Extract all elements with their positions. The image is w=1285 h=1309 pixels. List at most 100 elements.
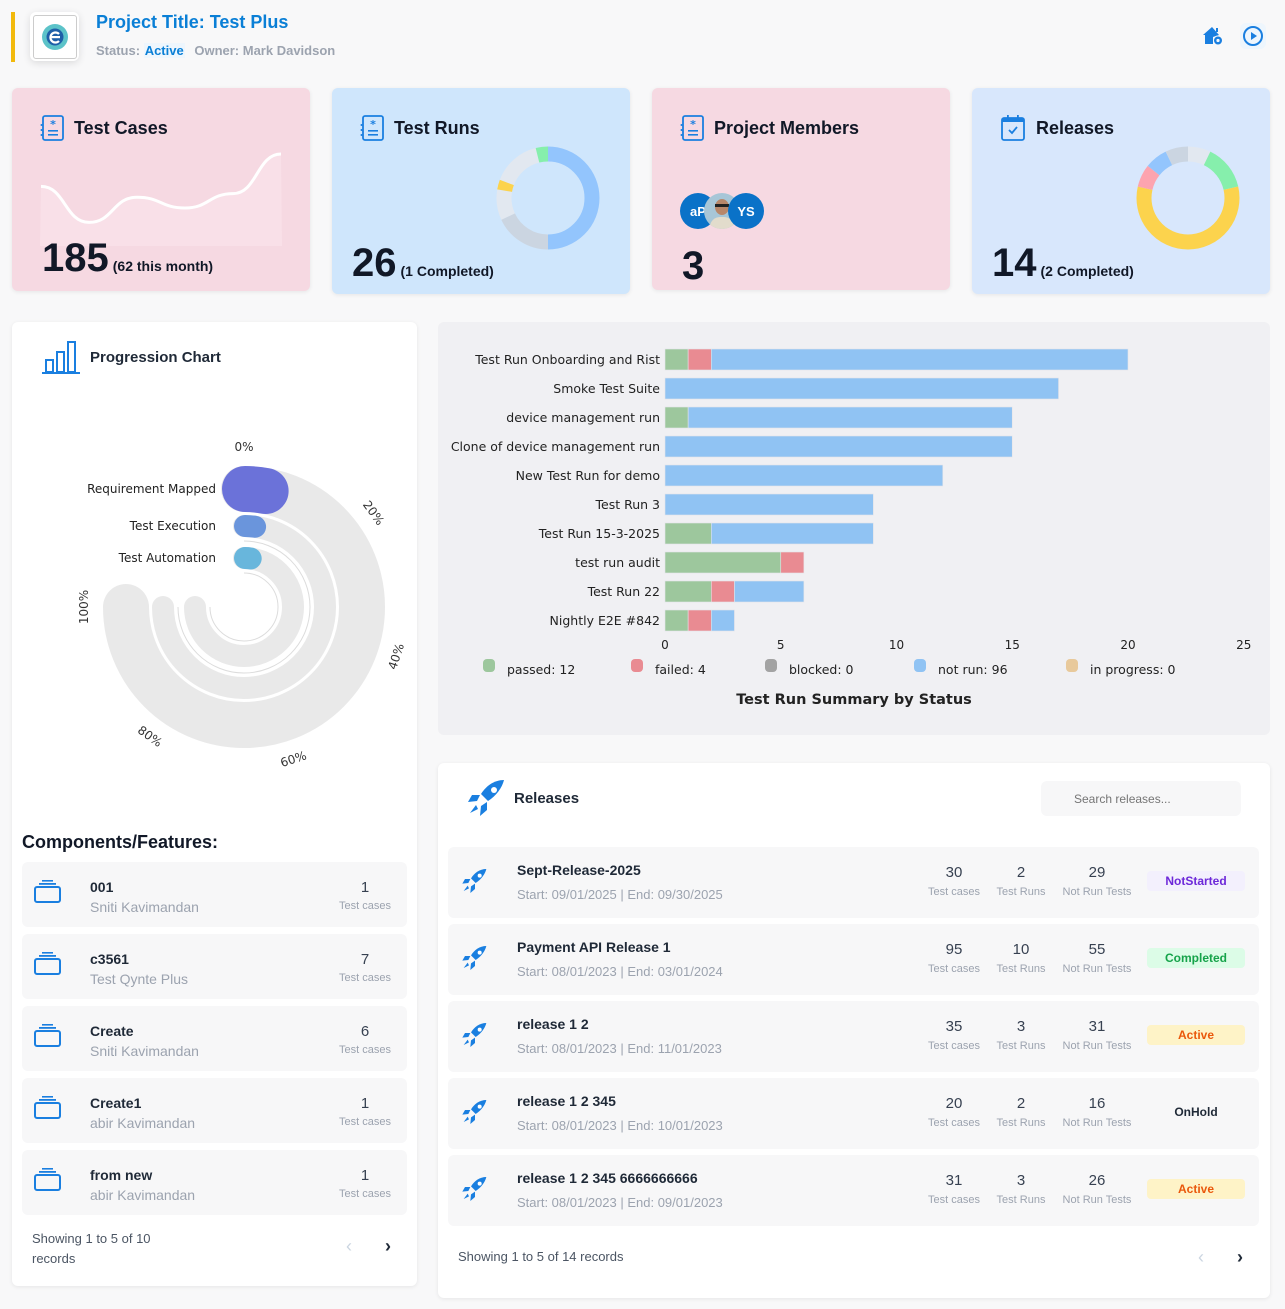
legend-swatch[interactable]	[1066, 659, 1078, 672]
bar-segment-not-run[interactable]	[710, 522, 874, 545]
release-stat-label: Test cases	[928, 1040, 980, 1052]
rocket-icon	[462, 1100, 487, 1124]
component-item[interactable]: c3561 Test Qynte Plus 7 Test cases	[22, 934, 407, 999]
bar-segment-failed[interactable]	[780, 551, 805, 574]
home-settings-button[interactable]	[1200, 23, 1226, 49]
card-title: Test Cases	[74, 117, 168, 138]
search-releases-input[interactable]	[1041, 781, 1241, 816]
release-item[interactable]: release 1 2 345 Start: 08/01/2023 | End:…	[448, 1078, 1259, 1149]
release-stat-label: Test Runs	[996, 1040, 1046, 1052]
bar-category-label: test run audit	[575, 555, 660, 570]
bar-segment-passed[interactable]	[664, 609, 689, 632]
release-test-runs: 2	[1016, 864, 1026, 881]
releases-donut	[1136, 146, 1240, 250]
bar-segment-passed[interactable]	[664, 348, 689, 371]
test-cases-card[interactable]: * Test Cases 185 (62 this month)	[12, 88, 310, 291]
play-button[interactable]	[1240, 23, 1266, 49]
bar-segment-passed[interactable]	[664, 522, 712, 545]
test-cases-sub: (62 this month)	[112, 258, 214, 274]
bar-segment-passed[interactable]	[664, 551, 782, 574]
release-item[interactable]: release 1 2 Start: 08/01/2023 | End: 11/…	[448, 1001, 1259, 1072]
header-accent-bar	[11, 12, 15, 62]
legend-label[interactable]: failed: 4	[655, 662, 706, 677]
legend-label[interactable]: passed: 12	[507, 662, 575, 677]
x-tick-label: 20	[1120, 638, 1135, 652]
chart-title: Test Run Summary by Status	[736, 692, 972, 708]
test-runs-card[interactable]: * Test Runs 26 (1 Completed)	[332, 88, 630, 294]
test-cases-count: 185	[42, 236, 109, 280]
release-item[interactable]: release 1 2 345 6666666666 Start: 08/01/…	[448, 1155, 1259, 1226]
bar-segment-not-run[interactable]	[664, 493, 874, 516]
legend-label[interactable]: not run: 96	[938, 662, 1008, 677]
component-count-label: Test cases	[339, 900, 391, 912]
component-count-label: Test cases	[339, 1116, 391, 1128]
x-tick-label: 25	[1236, 638, 1251, 652]
release-test-runs: 3	[1016, 1018, 1026, 1035]
bar-category-label: Smoke Test Suite	[553, 381, 660, 396]
avatar-group: aP YS	[680, 193, 770, 229]
release-status-badge: Active	[1147, 1179, 1245, 1199]
bar-chart-icon	[42, 341, 80, 374]
project-header: Project Title: Test Plus Status: Active …	[0, 0, 1285, 75]
bar-segment-not-run[interactable]	[734, 580, 805, 603]
bar-segment-passed[interactable]	[664, 580, 712, 603]
release-not-run: 55	[1088, 941, 1106, 958]
project-logo	[30, 12, 79, 61]
test-list-icon: *	[360, 115, 384, 141]
project-members-card[interactable]: * Project Members aP YS 3	[652, 88, 950, 290]
project-meta: Status: Active Owner: Mark Davidson	[96, 43, 335, 58]
bar-segment-failed[interactable]	[710, 580, 735, 603]
release-not-run: 16	[1088, 1095, 1106, 1112]
legend-swatch[interactable]	[914, 659, 926, 672]
bar-segment-not-run[interactable]	[664, 435, 1013, 458]
component-count-label: Test cases	[339, 1188, 391, 1200]
component-owner: Test Qynte Plus	[90, 971, 189, 987]
components-next-button[interactable]: ›	[385, 1236, 391, 1256]
test-runs-donut-segment	[496, 189, 516, 220]
release-test-cases: 20	[945, 1095, 963, 1112]
legend-swatch[interactable]	[631, 659, 643, 672]
radial-track	[152, 515, 336, 699]
releases-donut-segment	[1147, 151, 1173, 176]
progression-radial-chart: Requirement Mapped Test Execution Test Aut…	[77, 440, 407, 770]
legend-label[interactable]: blocked: 0	[789, 662, 854, 677]
release-stat-label: Test cases	[928, 886, 980, 898]
play-circle-icon	[1243, 26, 1263, 46]
avatar[interactable]: YS	[728, 193, 764, 229]
releases-prev-button[interactable]: ‹	[1198, 1247, 1204, 1267]
component-item[interactable]: Create Sniti Kavimandan 6 Test cases	[22, 1006, 407, 1071]
bar-segment-failed[interactable]	[687, 348, 712, 371]
component-item[interactable]: from new abir Kavimandan 1 Test cases	[22, 1150, 407, 1215]
releases-card[interactable]: Releases 14 (2 Completed)	[972, 88, 1270, 294]
members-count: 3	[682, 244, 705, 288]
component-count: 1	[360, 1095, 370, 1112]
components-prev-button[interactable]: ‹	[346, 1236, 352, 1256]
test-runs-donut-segment	[499, 147, 540, 186]
release-item[interactable]: Sept-Release-2025 Start: 09/01/2025 | En…	[448, 847, 1259, 918]
bar-segment-not-run[interactable]	[664, 377, 1059, 400]
component-item[interactable]: 001 Sniti Kavimandan 1 Test cases	[22, 862, 407, 927]
bar-segment-not-run[interactable]	[710, 348, 1129, 371]
releases-next-button[interactable]: ›	[1237, 1247, 1243, 1267]
legend-label[interactable]: in progress: 0	[1090, 662, 1176, 677]
x-tick-label: 0	[661, 638, 669, 652]
bar-category-label: Test Run 22	[587, 584, 660, 599]
bar-segment-not-run[interactable]	[687, 406, 1013, 429]
status-label: Status:	[96, 43, 141, 58]
legend-swatch[interactable]	[765, 659, 777, 672]
component-name: Create	[90, 1023, 134, 1039]
legend-swatch[interactable]	[483, 659, 495, 672]
release-dates: Start: 08/01/2023 | End: 09/01/2023	[517, 1195, 723, 1210]
component-item[interactable]: Create1 abir Kavimandan 1 Test cases	[22, 1078, 407, 1143]
bar-segment-passed[interactable]	[664, 406, 689, 429]
release-item[interactable]: Payment API Release 1 Start: 08/01/2023 …	[448, 924, 1259, 995]
bar-segment-not-run[interactable]	[710, 609, 735, 632]
rocket-icon	[462, 1023, 487, 1047]
test-run-summary-panel: Test Run Onboarding and Rist Smoke Test S…	[438, 322, 1270, 735]
svg-text:*: *	[50, 118, 56, 131]
release-name: release 1 2 345	[517, 1093, 616, 1109]
bar-segment-failed[interactable]	[687, 609, 712, 632]
bar-segment-not-run[interactable]	[664, 464, 944, 487]
releases-sub: (2 Completed)	[1040, 263, 1134, 279]
test-cases-sparkline	[40, 152, 282, 246]
